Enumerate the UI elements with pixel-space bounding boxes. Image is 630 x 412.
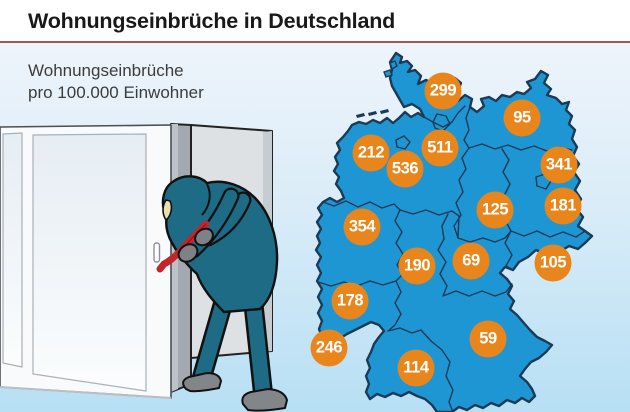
- burglar-hood-crease: [201, 183, 211, 216]
- chart-subtitle: Wohnungseinbrüche pro 100.000 Einwohner: [28, 60, 204, 104]
- burglar-face: [162, 199, 173, 222]
- title-divider: [0, 41, 630, 43]
- page-title: Wohnungseinbrüche in Deutschland: [28, 9, 396, 33]
- island-dash-2: [368, 111, 377, 116]
- subtitle-line-2: pro 100.000 Einwohner: [28, 83, 204, 102]
- header: Wohnungseinbrüche in Deutschland: [0, 0, 630, 41]
- island-north-2: [383, 69, 393, 78]
- burglar-glove-lower: [177, 243, 199, 263]
- window-sill: [0, 386, 172, 399]
- burglar-near-shoe: [182, 372, 222, 393]
- germany-outline: [314, 51, 594, 412]
- burglar-front-arm-fill: [186, 189, 238, 257]
- burglar-far-shoe: [241, 388, 288, 412]
- island-dash-1: [356, 113, 365, 118]
- burglar-glove-upper: [194, 227, 214, 247]
- island-dash-3: [380, 109, 389, 114]
- window-glass-left: [2, 132, 23, 368]
- germany-map: [314, 51, 594, 412]
- burglar-far-leg-fill: [245, 292, 271, 401]
- coastal-islands: [356, 60, 398, 118]
- window-handle: [153, 242, 161, 263]
- burglar-near-leg-fill: [194, 292, 232, 385]
- burglar-figure: [156, 175, 288, 412]
- scene-graphic: [0, 51, 594, 412]
- island-north-1: [389, 60, 398, 71]
- window-glass-main: [32, 133, 147, 392]
- subtitle-line-1: Wohnungseinbrüche: [28, 61, 184, 80]
- main-graphic: Wohnungseinbrüche pro 100.000 Einwohner: [0, 43, 630, 412]
